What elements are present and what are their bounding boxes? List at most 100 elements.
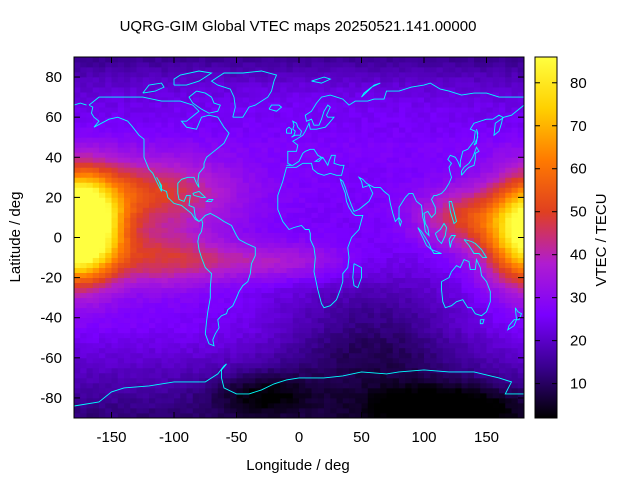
heat-cell xyxy=(461,372,469,379)
heat-cell xyxy=(155,367,162,374)
heat-cell xyxy=(149,87,156,93)
heat-cell xyxy=(286,402,294,409)
heat-cell xyxy=(286,102,294,108)
heat-cell xyxy=(74,202,81,208)
heat-cell xyxy=(330,397,337,404)
heat-cell xyxy=(105,252,112,258)
heat-cell xyxy=(136,272,144,279)
heat-cell xyxy=(180,117,187,123)
heat-cell xyxy=(130,352,137,359)
heat-cell xyxy=(217,97,225,103)
heat-cell xyxy=(386,382,394,389)
heat-cell xyxy=(455,302,462,309)
heat-cell xyxy=(467,192,475,198)
heat-cell xyxy=(286,222,294,228)
heat-cell xyxy=(117,212,125,218)
heat-cell xyxy=(211,397,219,404)
heat-cell xyxy=(217,337,225,344)
heat-cell xyxy=(142,182,150,188)
heat-cell xyxy=(467,257,475,263)
heat-cell xyxy=(86,397,94,404)
heat-cell xyxy=(224,402,231,409)
heat-cell xyxy=(186,247,194,253)
heat-cell xyxy=(224,92,231,98)
heat-cell xyxy=(161,197,169,203)
heat-cell xyxy=(242,127,250,133)
heat-cell xyxy=(436,182,444,188)
heat-cell xyxy=(80,377,87,384)
heat-cell xyxy=(349,382,356,389)
heat-cell xyxy=(186,347,194,354)
heat-cell xyxy=(99,162,106,168)
heat-cell xyxy=(255,357,262,364)
heat-cell xyxy=(199,87,206,93)
heat-cell xyxy=(86,237,94,243)
heat-cell xyxy=(424,202,431,208)
heat-cell xyxy=(467,162,475,168)
heat-cell xyxy=(342,327,350,334)
heat-cell xyxy=(455,227,462,233)
heat-cell xyxy=(480,97,487,103)
heat-cell xyxy=(492,412,500,418)
heat-cell xyxy=(105,237,112,243)
heat-cell xyxy=(455,147,462,153)
heat-cell xyxy=(499,342,506,349)
heat-cell xyxy=(199,282,206,289)
heat-cell xyxy=(405,312,412,319)
heat-cell xyxy=(367,367,375,374)
heat-cell xyxy=(486,202,494,208)
heat-cell xyxy=(486,187,494,193)
heat-cell xyxy=(274,97,281,103)
heat-cell xyxy=(274,392,281,399)
heat-cell xyxy=(317,247,325,253)
heat-cell xyxy=(280,247,287,253)
heat-cell xyxy=(436,312,444,319)
heat-cell xyxy=(355,307,362,314)
heat-cell xyxy=(192,227,200,233)
heat-cell xyxy=(105,257,112,263)
heat-cell xyxy=(80,77,87,83)
heat-cell xyxy=(224,242,231,248)
heat-cell xyxy=(180,77,187,83)
heat-cell xyxy=(411,172,419,178)
heat-cell xyxy=(86,232,94,238)
heat-cell xyxy=(424,342,431,349)
heat-cell xyxy=(230,187,237,193)
heat-cell xyxy=(467,397,475,404)
heat-cell xyxy=(161,317,169,324)
heat-cell xyxy=(80,112,87,118)
heat-cell xyxy=(180,217,187,223)
heat-cell xyxy=(467,367,475,374)
heat-cell xyxy=(411,407,419,414)
heat-cell xyxy=(199,122,206,128)
heat-cell xyxy=(380,357,387,364)
heat-cell xyxy=(105,177,112,183)
heat-cell xyxy=(155,97,162,103)
heat-cell xyxy=(474,207,481,213)
heat-cell xyxy=(405,357,412,364)
heat-cell xyxy=(105,372,112,379)
heat-cell xyxy=(374,127,381,133)
heat-cell xyxy=(411,232,419,238)
heat-cell xyxy=(386,302,394,309)
heat-cell xyxy=(499,72,506,78)
heat-cell xyxy=(199,382,206,389)
heat-cell xyxy=(124,407,131,414)
heat-cell xyxy=(430,312,437,319)
heat-cell xyxy=(399,82,406,88)
heat-cell xyxy=(380,247,387,253)
heat-cell xyxy=(367,347,375,354)
heat-cell xyxy=(99,137,106,143)
heat-cell xyxy=(417,327,425,334)
heat-cell xyxy=(236,192,244,198)
heat-cell xyxy=(142,117,150,123)
heat-cell xyxy=(74,152,81,158)
heat-cell xyxy=(292,72,300,78)
heat-cell xyxy=(336,272,344,279)
heat-cell xyxy=(505,162,512,168)
heat-cell xyxy=(255,102,262,108)
heat-cell xyxy=(517,197,524,203)
heat-cell xyxy=(405,377,412,384)
heat-cell xyxy=(217,112,225,118)
heat-cell xyxy=(324,267,331,273)
